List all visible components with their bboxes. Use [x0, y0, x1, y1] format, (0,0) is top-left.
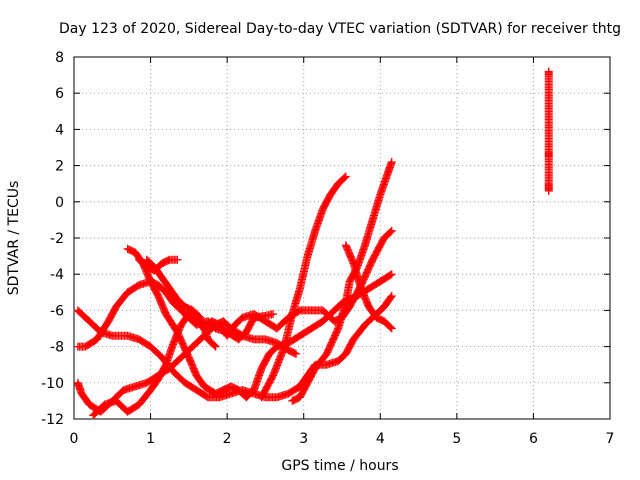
series-track-6	[142, 255, 220, 351]
y-axis-label: SDTVAR / TECUs	[6, 181, 22, 296]
axis-ticks: 0 1 2 3 4 5 6 7 -12 -10 -8 -6 -4 -2 0 2 4 6 8	[41, 50, 614, 447]
data-point	[387, 291, 396, 300]
series-track-9	[288, 157, 396, 405]
y-tick-label: 0	[55, 195, 64, 211]
data-point	[290, 349, 299, 358]
y-tick-label: 6	[55, 86, 64, 102]
x-tick-label: 4	[376, 431, 385, 447]
data-point	[210, 341, 219, 350]
data-point	[386, 293, 395, 302]
y-tick-label: 2	[55, 159, 64, 175]
y-tick-label: -8	[50, 340, 64, 356]
y-tick-label: -2	[50, 231, 64, 247]
series-track-10	[341, 241, 396, 333]
series-cluster-6.2h	[544, 67, 553, 195]
grid	[74, 57, 610, 419]
y-tick-label: -4	[50, 267, 64, 283]
x-tick-label: 2	[223, 431, 232, 447]
x-tick-label: 3	[299, 431, 308, 447]
data-point	[387, 157, 396, 166]
data-point	[269, 310, 278, 319]
data-point	[341, 172, 350, 181]
series-track-7	[89, 226, 396, 420]
data-point	[386, 227, 395, 236]
data-point	[340, 173, 349, 182]
data-series	[73, 67, 553, 420]
data-point	[387, 270, 396, 279]
x-axis-label: GPS time / hours	[281, 458, 398, 474]
series-track-8	[257, 172, 350, 402]
series-track-3	[73, 291, 396, 402]
y-tick-label: 8	[55, 50, 64, 66]
x-tick-label: 6	[529, 431, 538, 447]
data-point	[386, 323, 395, 332]
data-point	[292, 349, 301, 358]
x-tick-label: 0	[70, 431, 79, 447]
data-point	[211, 342, 220, 351]
data-point	[173, 255, 182, 264]
data-point	[544, 186, 553, 195]
x-tick-label: 5	[452, 431, 461, 447]
chart-title: Day 123 of 2020, Sidereal Day-to-day VTE…	[59, 21, 621, 37]
y-tick-label: 4	[55, 122, 64, 138]
x-tick-label: 7	[606, 431, 615, 447]
x-tick-label: 1	[146, 431, 155, 447]
y-tick-label: -6	[50, 303, 64, 319]
data-point	[387, 324, 396, 333]
data-point	[386, 271, 395, 280]
y-tick-label: -12	[41, 412, 64, 428]
y-tick-label: -10	[41, 376, 64, 392]
data-point	[387, 226, 396, 235]
